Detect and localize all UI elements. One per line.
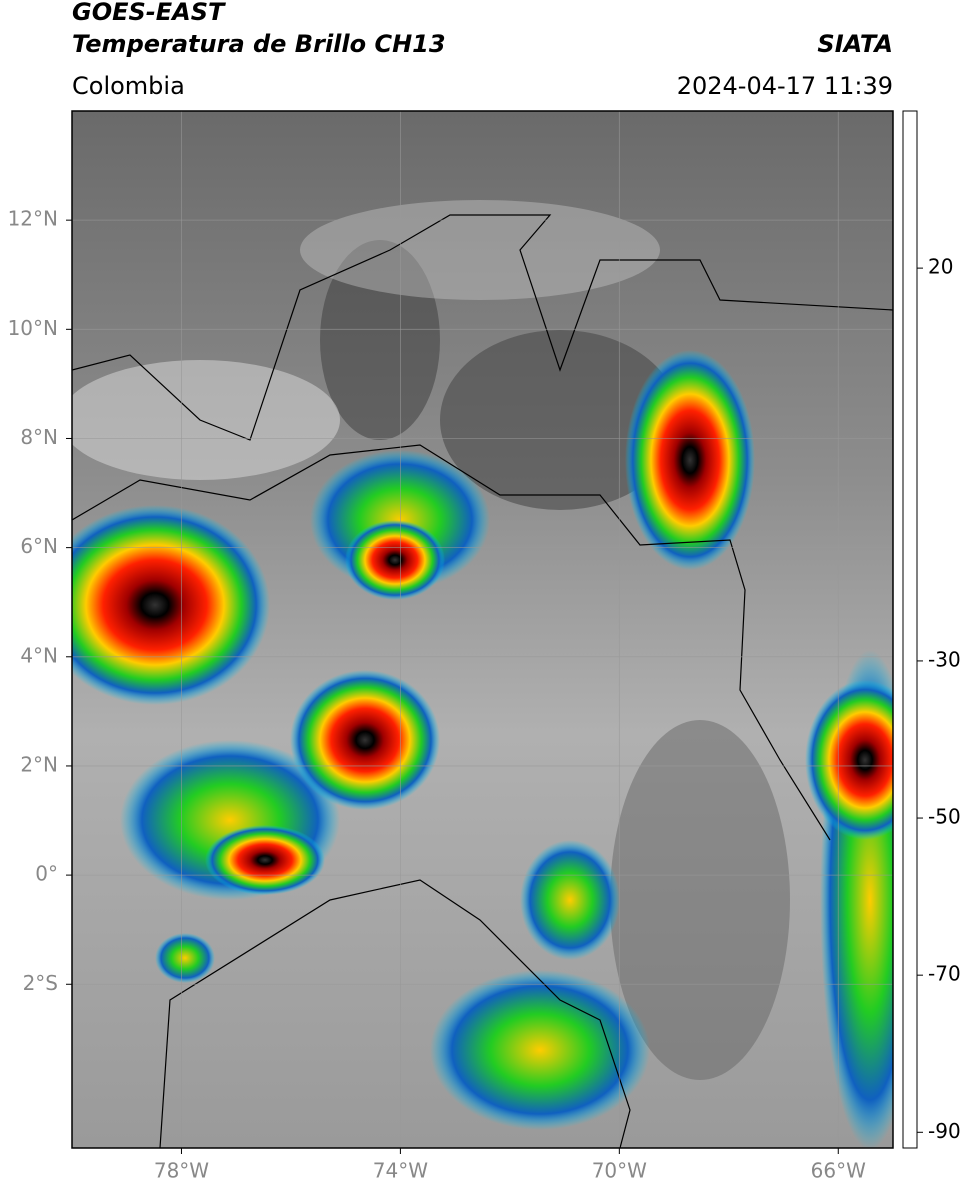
source: SIATA <box>817 30 893 58</box>
storm <box>805 680 893 840</box>
storm <box>345 520 445 600</box>
y-tick-label: 4°N <box>20 643 58 667</box>
satellite-image <box>72 111 893 1148</box>
grid <box>72 111 893 1148</box>
storm <box>72 505 270 705</box>
colorbar-label: -70 <box>928 962 961 986</box>
y-tick-label: 10°N <box>8 316 58 340</box>
x-tick-label: 66°W <box>811 1159 866 1183</box>
storm <box>290 670 440 810</box>
dark-area <box>610 720 790 1080</box>
y-tick-label: 12°N <box>8 207 58 231</box>
cloud-cluster <box>520 840 620 960</box>
cloud <box>72 360 340 480</box>
storm <box>205 825 325 895</box>
y-tick-label: 6°N <box>20 534 58 558</box>
title: GOES-EAST <box>72 0 226 26</box>
x-tick-label: 70°W <box>592 1159 647 1183</box>
colorbar-label: 20 <box>928 255 953 279</box>
cloud <box>300 200 660 300</box>
map-frame <box>71 110 894 1149</box>
colorbar-label: -90 <box>928 1119 961 1143</box>
y-tick-label: 2°S <box>23 971 58 995</box>
colorbar-label: -30 <box>928 647 961 671</box>
dark-area <box>320 240 440 440</box>
borders <box>72 214 893 1148</box>
colorbar <box>902 110 918 1149</box>
y-tick-label: 0° <box>35 862 58 886</box>
y-tick-label: 2°N <box>20 752 58 776</box>
cloud-cluster <box>430 970 650 1130</box>
y-tick-label: 8°N <box>20 425 58 449</box>
region: Colombia <box>72 72 185 100</box>
colorbar-label: -50 <box>928 805 961 829</box>
cloud-cluster <box>155 933 215 983</box>
timestamp: 2024-04-17 11:39 <box>677 72 893 100</box>
x-tick-label: 78°W <box>154 1159 209 1183</box>
subtitle: Temperatura de Brillo CH13 <box>72 30 446 58</box>
x-tick-label: 74°W <box>373 1159 428 1183</box>
dark-area <box>440 330 680 510</box>
storm <box>625 350 755 570</box>
